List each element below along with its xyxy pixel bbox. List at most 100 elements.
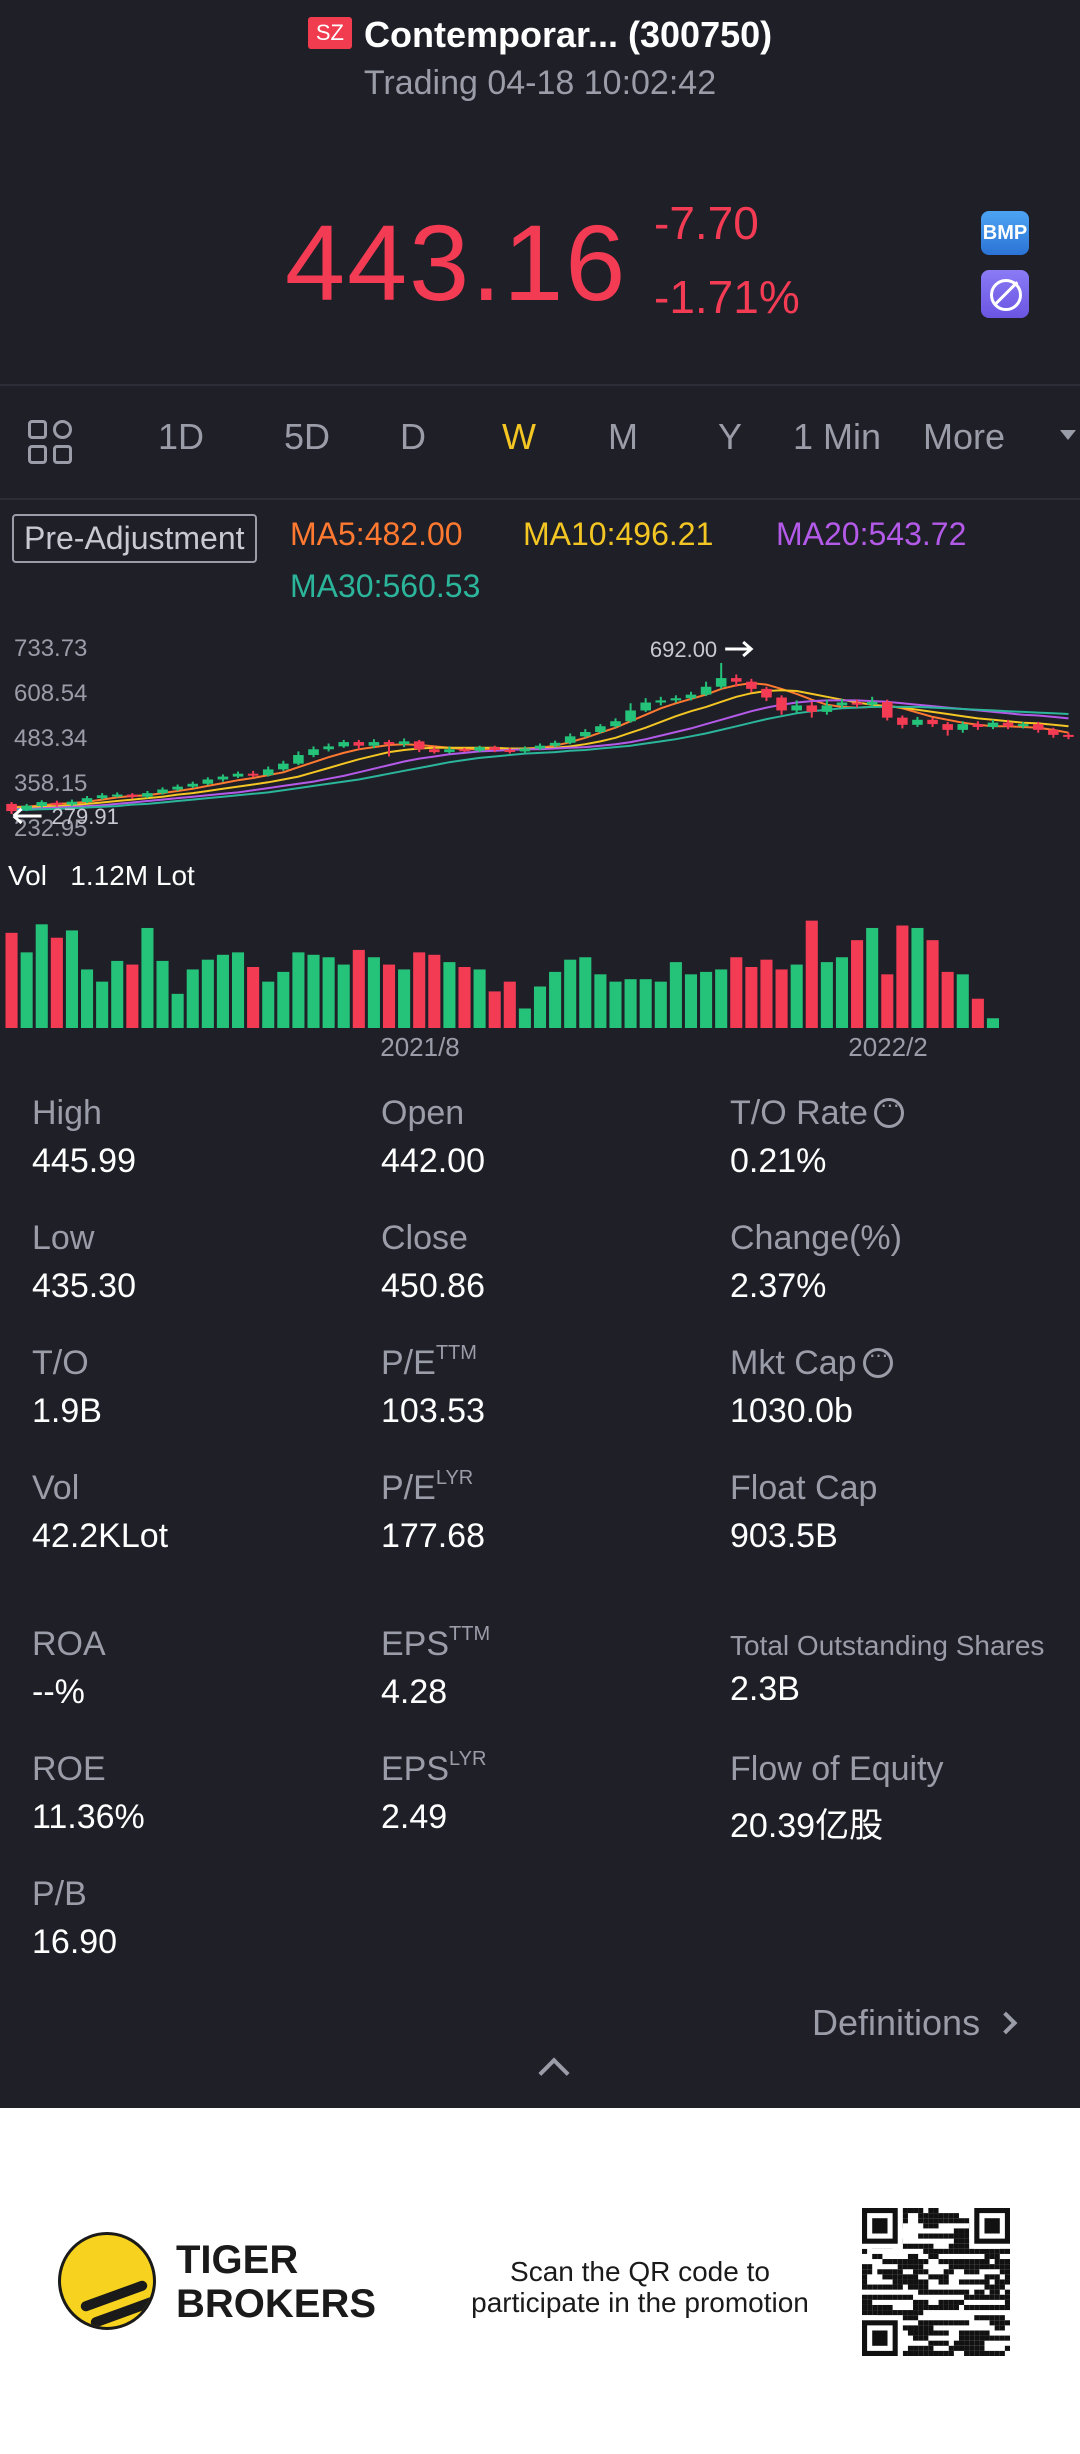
- chevron-up-icon[interactable]: [538, 2057, 570, 2089]
- volume-bar: [896, 925, 909, 1028]
- candle-body: [36, 802, 48, 807]
- volume-bar: [654, 981, 667, 1028]
- more-info-icon[interactable]: [862, 1342, 893, 1378]
- volume-bar: [971, 998, 984, 1028]
- stock-name: Contemporar... (300750): [363, 14, 773, 55]
- definitions-link[interactable]: Definitions: [812, 2002, 1018, 2044]
- tab-d[interactable]: D: [400, 416, 426, 457]
- volume-bar: [881, 974, 894, 1028]
- candle-body: [791, 705, 802, 711]
- exchange-badge: SZ: [307, 17, 352, 50]
- price-change: -7.70: [654, 197, 759, 249]
- mkt-cap-label: Mkt Cap: [730, 1342, 893, 1383]
- tab-w[interactable]: W: [502, 416, 536, 457]
- candle-body: [700, 686, 712, 695]
- open-value: 442.00: [381, 1142, 485, 1180]
- volume-bar: [745, 967, 758, 1028]
- candle-body: [111, 794, 123, 797]
- tab-m[interactable]: M: [608, 416, 638, 457]
- volume-bar: [986, 1018, 999, 1028]
- y-tick-label: 232.95: [14, 815, 87, 842]
- arrow-right-icon: [725, 640, 754, 658]
- flow-equity-value: 20.39亿股: [730, 1807, 884, 1845]
- roe-value: 11.36%: [32, 1798, 145, 1836]
- volume-bar: [594, 974, 607, 1028]
- volume-bar: [352, 949, 365, 1028]
- tab-5d[interactable]: 5D: [284, 416, 331, 457]
- tab-y[interactable]: Y: [718, 416, 743, 457]
- volume-bar: [926, 940, 939, 1028]
- arrow-left-icon: [12, 807, 42, 825]
- candle-body: [987, 722, 999, 727]
- volume-bar: [549, 971, 562, 1028]
- eps-ttm-label: EPSTTM: [381, 1623, 491, 1663]
- eye-off-icon[interactable]: [981, 270, 1029, 318]
- candle-body: [912, 719, 923, 725]
- candle-body: [398, 741, 410, 745]
- candle-body: [1063, 734, 1074, 737]
- tab-1d[interactable]: 1D: [158, 416, 205, 457]
- volume-bar: [473, 969, 486, 1028]
- candle-body: [1048, 729, 1059, 735]
- candle-body: [96, 795, 108, 799]
- grid-layout-icon[interactable]: [28, 420, 74, 466]
- volume-bar: [715, 969, 728, 1028]
- volume-bar: [156, 960, 169, 1028]
- candle-body: [821, 705, 833, 712]
- roe-label: ROE: [32, 1750, 106, 1788]
- close-label: Close: [381, 1219, 468, 1257]
- volume-bar: [307, 954, 320, 1028]
- to-rate-value: 0.21%: [730, 1142, 827, 1180]
- candle-body: [625, 710, 636, 722]
- kline-chart[interactable]: 733.73 608.54 483.34 358.15 232.95 692.00 279.…: [0, 620, 1080, 1060]
- candle-body: [610, 721, 621, 727]
- volume-bar: [488, 991, 501, 1028]
- volume-bar: [322, 957, 335, 1028]
- chevron-down-icon[interactable]: [1060, 430, 1076, 440]
- candle-body: [383, 742, 395, 745]
- volume-bar: [820, 962, 833, 1028]
- volume-bar: [413, 952, 426, 1028]
- candle-body: [866, 701, 878, 705]
- eps-lyr-label: EPSLYR: [381, 1748, 487, 1788]
- tab-more[interactable]: More: [923, 416, 1006, 457]
- candle-body: [81, 798, 93, 803]
- adjustment-toggle[interactable]: Pre-Adjustment: [12, 514, 257, 563]
- tab-1min[interactable]: 1 Min: [793, 416, 882, 457]
- eps-ttm-value: 4.28: [381, 1673, 448, 1711]
- more-info-icon[interactable]: [873, 1092, 904, 1128]
- bmp-icon[interactable]: BMP: [981, 211, 1029, 255]
- to-rate-label: T/O Rate: [730, 1092, 904, 1133]
- volume-bar: [367, 957, 380, 1028]
- candle-body: [157, 789, 168, 794]
- volume-bar: [20, 952, 33, 1028]
- volume-bar: [518, 1008, 531, 1028]
- candle-body: [187, 783, 199, 787]
- volume-bar: [126, 964, 139, 1028]
- candle-body: [715, 678, 727, 687]
- candle-body: [429, 749, 440, 753]
- candle-body: [474, 747, 485, 751]
- volume-bar: [65, 930, 78, 1028]
- candle-body: [127, 794, 138, 797]
- volume-bar: [186, 969, 199, 1028]
- volume-bar: [730, 957, 743, 1028]
- change-value: 2.37%: [730, 1267, 827, 1305]
- stock-title: SZ Contemporar... (300750): [0, 14, 1080, 56]
- ma30-line: [11, 705, 1069, 811]
- volume-bar: [277, 971, 290, 1028]
- candle-body: [217, 776, 229, 780]
- candle-body: [293, 755, 304, 764]
- volume-bar: [382, 964, 396, 1028]
- candle-body: [836, 702, 848, 706]
- trading-status: Trading 04-18 10:02:42: [363, 64, 717, 102]
- candle-body: [66, 801, 78, 805]
- qr-code[interactable]: [862, 2208, 1010, 2356]
- candle-body: [972, 724, 984, 727]
- low-value: 435.30: [32, 1267, 136, 1305]
- volume-bar: [81, 969, 94, 1028]
- low-label: Low: [32, 1219, 95, 1257]
- candle-body: [1017, 724, 1029, 727]
- pe-lyr-label: P/ELYR: [381, 1467, 474, 1507]
- pb-value: 16.90: [32, 1923, 118, 1961]
